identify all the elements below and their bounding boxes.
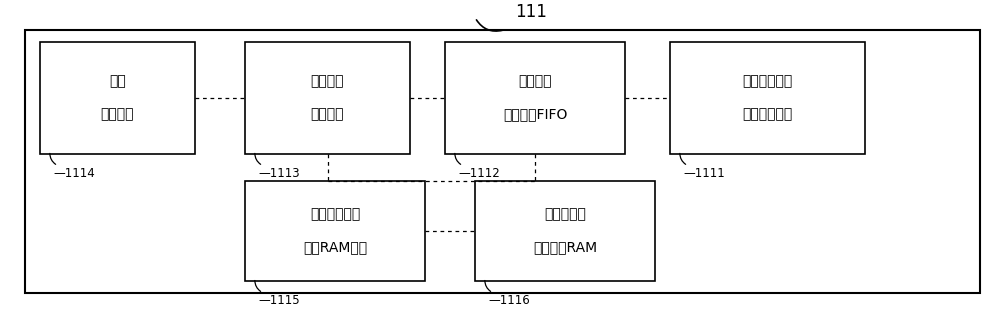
Text: 111: 111 [515, 2, 547, 21]
Bar [25, 30, 980, 293]
Text: —1116: —1116 [488, 294, 530, 307]
Bar [245, 181, 425, 281]
Text: 正向: 正向 [109, 74, 126, 88]
Bar [245, 42, 410, 154]
Text: 输入缓冲FIFO: 输入缓冲FIFO [503, 107, 567, 121]
Text: —1111: —1111 [683, 167, 725, 180]
Text: 数据存储RAM: 数据存储RAM [533, 240, 597, 254]
Text: —1114: —1114 [53, 167, 95, 180]
Bar [670, 42, 865, 154]
Text: 缓冲控制模块: 缓冲控制模块 [742, 107, 793, 121]
Text: 选通开关: 选通开关 [311, 107, 344, 121]
Bar [40, 42, 195, 154]
Bar [475, 181, 655, 281]
Text: 正向发送端: 正向发送端 [544, 207, 586, 221]
Text: —1113: —1113 [258, 167, 300, 180]
Text: —1115: —1115 [258, 294, 300, 307]
Text: 正向数据读取: 正向数据读取 [310, 207, 360, 221]
Text: 正向双路: 正向双路 [311, 74, 344, 88]
Text: —1112: —1112 [458, 167, 500, 180]
Text: 正向数据输入: 正向数据输入 [742, 74, 793, 88]
Bar [445, 42, 625, 154]
Text: 校验模块: 校验模块 [101, 107, 134, 121]
Text: 与写RAM模块: 与写RAM模块 [303, 240, 367, 254]
Text: 正向数据: 正向数据 [518, 74, 552, 88]
